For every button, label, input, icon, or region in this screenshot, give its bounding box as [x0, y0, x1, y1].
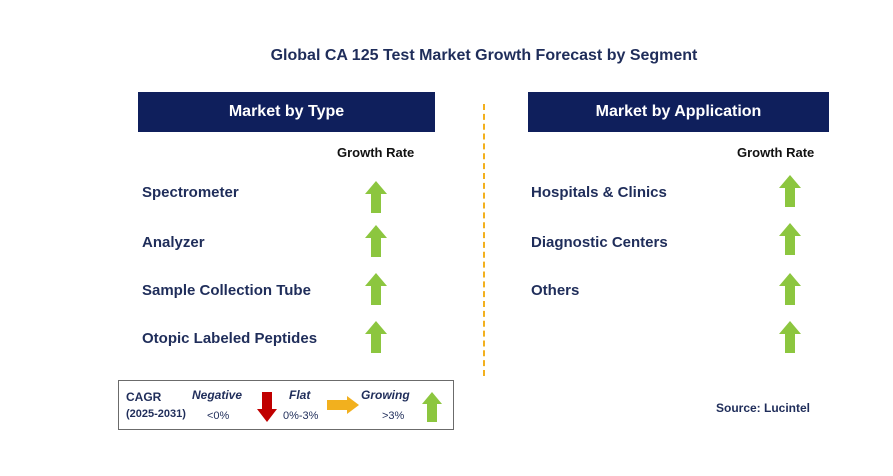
- up-arrow-icon: [365, 321, 387, 353]
- application-panel-header: Market by Application: [528, 92, 829, 132]
- legend-flat-label: Flat: [289, 388, 311, 402]
- legend-negative-label: Negative: [192, 388, 243, 402]
- legend-negative-range: <0%: [207, 410, 230, 422]
- application-row-label: Diagnostic Centers: [531, 234, 668, 251]
- up-arrow-icon: [365, 225, 387, 257]
- legend-cagr-label: CAGR: [126, 390, 162, 404]
- up-arrow-icon: [779, 321, 801, 353]
- up-arrow-icon: [365, 273, 387, 305]
- type-panel-header: Market by Type: [138, 92, 435, 132]
- up-arrow-icon: [365, 181, 387, 213]
- cagr-legend: CAGR (2025-2031) Negative <0% Flat 0%-3%…: [118, 380, 454, 430]
- application-growth-rate-label: Growth Rate: [737, 145, 815, 160]
- legend-flat-range: 0%-3%: [283, 410, 319, 422]
- panel-divider: [483, 104, 485, 376]
- down-arrow-icon: [257, 392, 277, 422]
- legend-growing-label: Growing: [361, 388, 410, 402]
- right-arrow-icon: [327, 396, 359, 414]
- source-note: Source: Lucintel: [716, 401, 811, 415]
- up-arrow-icon: [422, 392, 442, 422]
- up-arrow-icon: [779, 175, 801, 207]
- type-row-label: Otopic Labeled Peptides: [142, 330, 318, 347]
- page-title: Global CA 125 Test Market Growth Forecas…: [270, 47, 698, 64]
- type-row-label: Spectrometer: [142, 184, 239, 201]
- application-row-label: Hospitals & Clinics: [531, 184, 667, 201]
- legend-period: (2025-2031): [126, 408, 186, 420]
- application-row-label: Others: [531, 282, 580, 299]
- type-growth-rate-label: Growth Rate: [337, 145, 415, 160]
- up-arrow-icon: [779, 273, 801, 305]
- type-row-label: Analyzer: [142, 234, 205, 251]
- up-arrow-icon: [779, 223, 801, 255]
- type-row-label: Sample Collection Tube: [142, 282, 311, 299]
- legend-growing-range: >3%: [382, 410, 405, 422]
